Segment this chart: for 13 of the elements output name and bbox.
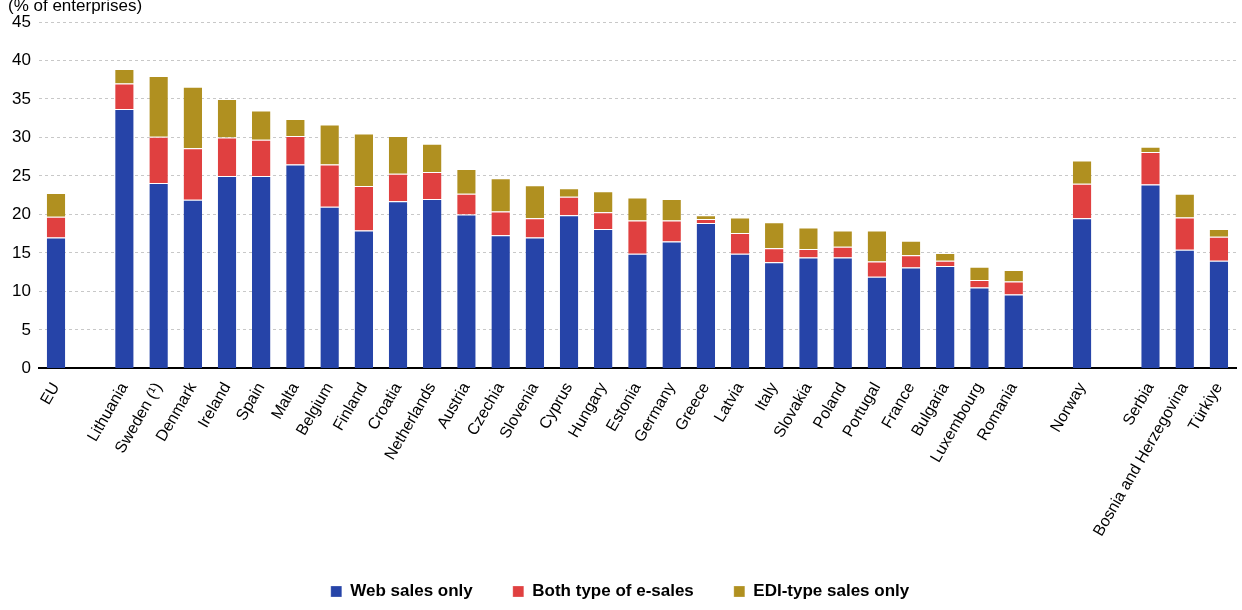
y-tick-label: 20 [11, 204, 31, 224]
x-tick-label: EU [36, 379, 63, 408]
y-tick-label: 30 [11, 127, 31, 147]
legend-label: EDI-type sales only [753, 581, 910, 601]
y-tick-label: 25 [11, 165, 31, 185]
y-tick-label: 40 [11, 50, 31, 70]
y-tick-label: 15 [11, 242, 31, 262]
legend-label: Web sales only [350, 581, 474, 601]
y-tick-label: 0 [21, 358, 31, 378]
legend-label: Both type of e-sales [532, 581, 694, 601]
y-tick-label: 5 [21, 319, 31, 339]
y-tick-label: 10 [11, 281, 31, 301]
y-tick-label: 35 [11, 88, 31, 108]
